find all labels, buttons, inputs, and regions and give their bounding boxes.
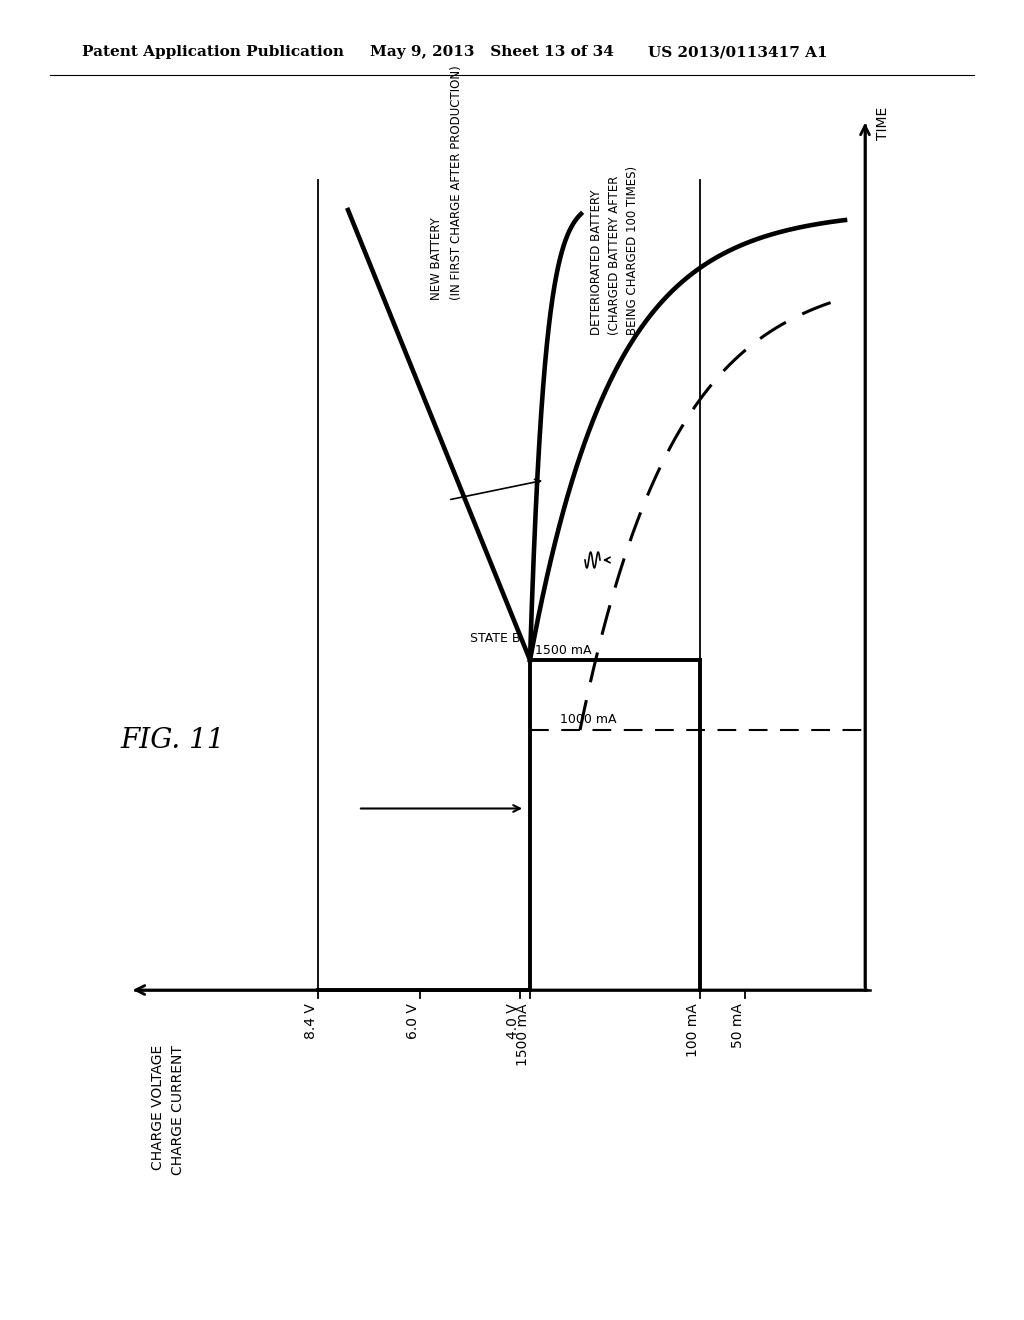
Text: 4.0 V: 4.0 V [506, 1003, 520, 1039]
Text: May 9, 2013   Sheet 13 of 34: May 9, 2013 Sheet 13 of 34 [370, 45, 613, 59]
Text: CHARGE VOLTAGE: CHARGE VOLTAGE [151, 1045, 165, 1171]
Text: STATE B: STATE B [469, 632, 520, 645]
Text: TIME: TIME [876, 107, 890, 140]
Text: (CHARGED BATTERY AFTER: (CHARGED BATTERY AFTER [608, 176, 621, 335]
Text: 1000 mA: 1000 mA [560, 713, 616, 726]
Text: DETERIORATED BATTERY: DETERIORATED BATTERY [590, 190, 603, 335]
Text: 1500 mA: 1500 mA [535, 644, 592, 657]
Text: 6.0 V: 6.0 V [406, 1003, 420, 1039]
Text: 1500 mA: 1500 mA [516, 1003, 530, 1065]
Text: FIG. 11: FIG. 11 [120, 726, 224, 754]
Text: NEW BATTERY: NEW BATTERY [430, 216, 443, 300]
Text: US 2013/0113417 A1: US 2013/0113417 A1 [648, 45, 827, 59]
Text: CHARGE CURRENT: CHARGE CURRENT [171, 1045, 185, 1175]
Text: Patent Application Publication: Patent Application Publication [82, 45, 344, 59]
Text: 50 mA: 50 mA [731, 1003, 745, 1048]
Text: BEING CHARGED 100 TIMES): BEING CHARGED 100 TIMES) [626, 166, 639, 335]
Text: 8.4 V: 8.4 V [304, 1003, 318, 1039]
Text: 100 mA: 100 mA [686, 1003, 700, 1057]
Text: (IN FIRST CHARGE AFTER PRODUCTION): (IN FIRST CHARGE AFTER PRODUCTION) [450, 65, 463, 300]
